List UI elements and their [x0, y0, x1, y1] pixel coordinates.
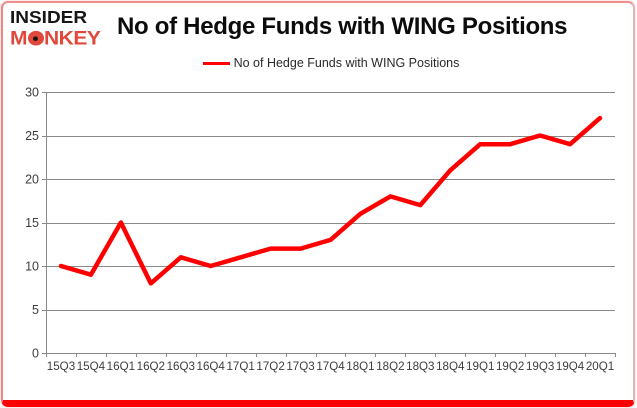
x-tick-label: 19Q1 [466, 360, 494, 373]
x-tick-label: 18Q3 [406, 360, 434, 373]
x-tick-label: 19Q2 [496, 360, 524, 373]
y-tick-label: 20 [25, 173, 39, 187]
x-tick-label: 19Q3 [526, 360, 554, 373]
x-tick-label: 19Q4 [556, 360, 585, 373]
y-tick-label: 25 [25, 129, 39, 143]
x-tick-label: 15Q3 [47, 360, 75, 373]
monkey-eye-dot [32, 36, 38, 41]
x-tick-label: 16Q1 [107, 360, 135, 373]
x-tick-label: 16Q4 [197, 360, 226, 373]
logo-monkey-text: M NKEY [10, 28, 101, 50]
logo-monkey-rest: NKEY [44, 28, 101, 50]
x-tick-label: 17Q4 [316, 360, 345, 373]
x-tick-label: 17Q3 [286, 360, 314, 373]
chart-legend: No of Hedge Funds with WING Positions [47, 55, 615, 71]
legend-series-label: No of Hedge Funds with WING Positions [233, 56, 460, 70]
logo-insider-text: INSIDER [10, 8, 88, 28]
x-tick-label: 17Q2 [256, 360, 284, 373]
logo-monkey-m: M [10, 28, 28, 50]
x-tick-label: 18Q4 [436, 360, 465, 373]
monkey-face-icon [27, 30, 44, 46]
x-tick-label: 20Q1 [586, 360, 614, 373]
x-tick-label: 18Q2 [376, 360, 404, 373]
x-tick-label: 16Q3 [167, 360, 195, 373]
x-tick-label: 17Q1 [226, 360, 254, 373]
y-tick-label: 0 [32, 347, 39, 361]
x-tick-label: 16Q2 [137, 360, 165, 373]
y-tick-label: 15 [25, 216, 39, 230]
chart-title: No of Hedge Funds with WING Positions [117, 13, 568, 40]
x-tick-label: 15Q4 [77, 360, 106, 373]
y-tick-label: 30 [25, 86, 39, 100]
y-tick-label: 10 [25, 260, 39, 274]
legend-line-swatch [202, 61, 230, 65]
hedge-funds-series-line [58, 115, 603, 286]
y-tick-label: 5 [32, 303, 39, 317]
x-tick-label: 18Q1 [346, 360, 374, 373]
insider-monkey-logo: INSIDER M NKEY [10, 8, 101, 50]
